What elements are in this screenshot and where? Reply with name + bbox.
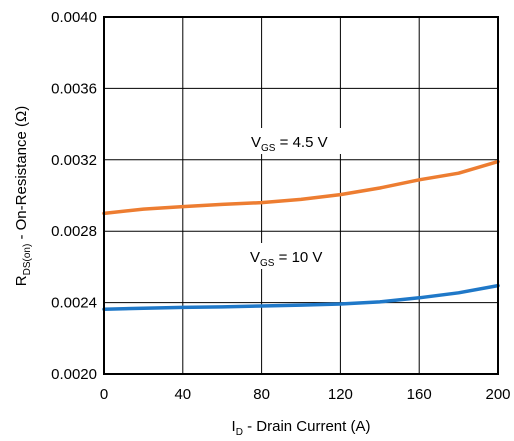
x-axis-title: ID - Drain Current (A) <box>232 418 371 438</box>
annotation-text: VGS = 10 V <box>250 249 322 269</box>
x-tick-label: 80 <box>253 386 270 403</box>
annotation-background <box>246 243 338 269</box>
axis-tick-labels: 0 40 80 120 160 200 0.0020 0.0024 0.0028 0.0032 0.… <box>51 9 510 403</box>
plot-area-frame <box>103 16 499 375</box>
grid-lines <box>103 16 499 375</box>
data-series <box>102 159 500 311</box>
y-tick-label: 0.0028 <box>51 223 97 240</box>
x-tick-label: 120 <box>328 386 353 403</box>
y-tick-label: 0.0024 <box>51 295 97 312</box>
series-line-1 <box>102 283 500 311</box>
y-tick-label: 0.0020 <box>51 366 97 383</box>
series-annotation-4-5v: VGS = 4.5 V <box>247 128 350 154</box>
x-tick-label: 160 <box>407 386 432 403</box>
x-tick-label: 40 <box>174 386 191 403</box>
annotation-text: VGS = 4.5 V <box>251 134 328 154</box>
y-tick-label: 0.0036 <box>51 80 97 97</box>
x-tick-label: 200 <box>485 386 510 403</box>
series-annotation-10v: VGS = 10 V <box>246 243 338 269</box>
y-axis-title: RDS(on) - On-Resistance (Ω) <box>13 106 33 286</box>
y-tick-label: 0.0040 <box>51 9 97 26</box>
x-tick-label: 0 <box>100 386 108 403</box>
y-tick-label: 0.0032 <box>51 152 97 169</box>
annotation-background <box>247 128 350 154</box>
series-line-0 <box>102 159 500 216</box>
